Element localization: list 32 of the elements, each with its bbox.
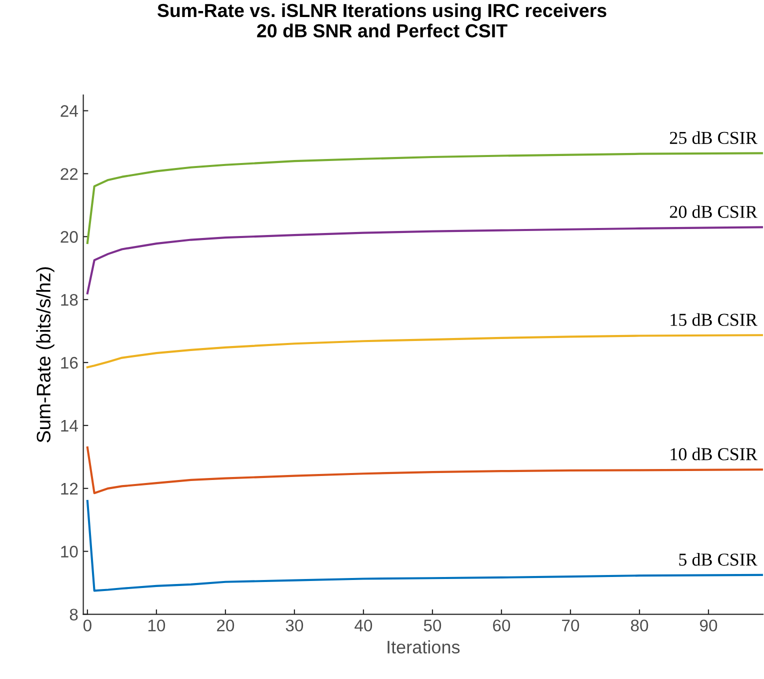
y-tick-label: 18 — [61, 294, 78, 306]
x-tick-label: 90 — [700, 620, 718, 632]
line-series — [86, 226, 763, 294]
y-tick-label: 24 — [60, 105, 78, 117]
x-tick-label: 40 — [354, 620, 372, 632]
series-label: 15 dB CSIR — [670, 313, 758, 326]
series-label: 10 dB CSIR — [670, 448, 758, 460]
y-tick-label: 12 — [61, 482, 78, 494]
x-tick-label: 50 — [424, 620, 442, 632]
series-label: 20 dB CSIR — [670, 205, 758, 218]
y-tick-label: 22 — [60, 168, 78, 180]
line-series — [86, 152, 763, 244]
y-tick-label: 20 — [60, 231, 78, 243]
series-label: 5 dB CSIR — [679, 553, 758, 566]
line-series — [86, 334, 763, 368]
line-series — [86, 446, 763, 494]
x-tick-label: 0 — [83, 620, 92, 632]
y-tick-label: 8 — [70, 608, 78, 621]
y-tick-label: 16 — [61, 356, 78, 369]
x-axis-title: Iterations — [388, 640, 460, 654]
chart-title: Sum-Rate vs. iSLNR Iterations using IRC receivers 20 dB SNR and Perfect CSIT — [157, 3, 606, 38]
x-tick-label: 60 — [493, 620, 510, 632]
x-tick-label: 20 — [217, 620, 234, 632]
x-tick-label: 70 — [562, 620, 580, 632]
x-tick-label: 80 — [630, 620, 648, 632]
y-tick-label: 10 — [61, 546, 78, 558]
x-tick-label: 10 — [148, 620, 166, 632]
y-tick-label: 14 — [61, 420, 78, 432]
series-label: 25 dB CSIR — [670, 131, 758, 144]
line-series — [86, 500, 763, 592]
y-axis-title: Sum-Rate (bits/s/hz) — [36, 267, 54, 442]
x-tick-label: 30 — [286, 620, 304, 632]
